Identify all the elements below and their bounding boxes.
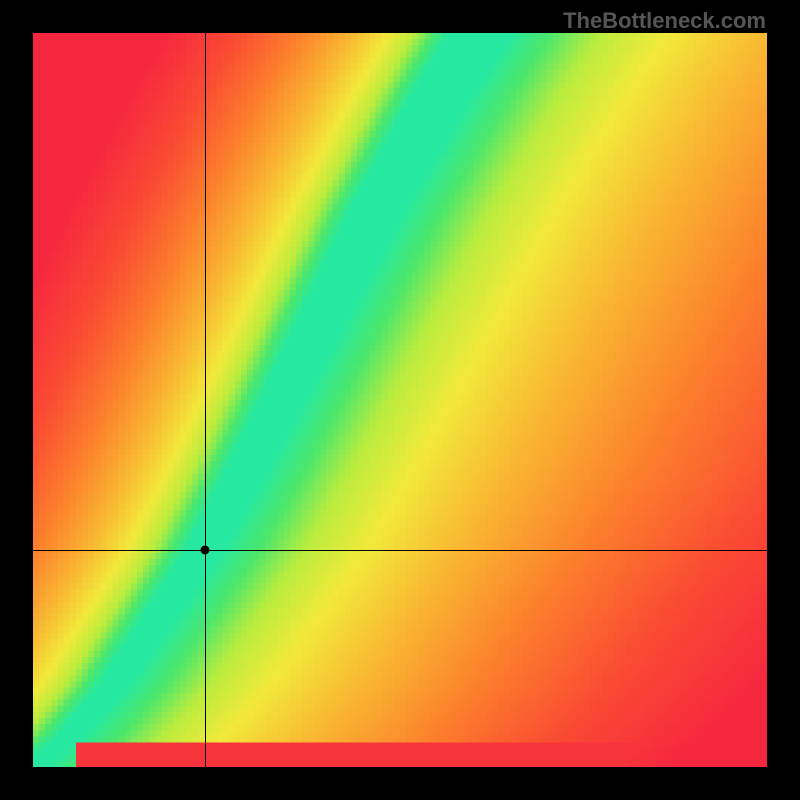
bottleneck-heatmap — [33, 33, 767, 767]
crosshair-marker-dot — [200, 545, 209, 554]
crosshair-horizontal-line — [33, 550, 767, 551]
crosshair-vertical-line — [205, 33, 206, 767]
watermark-label: TheBottleneck.com — [563, 8, 766, 34]
